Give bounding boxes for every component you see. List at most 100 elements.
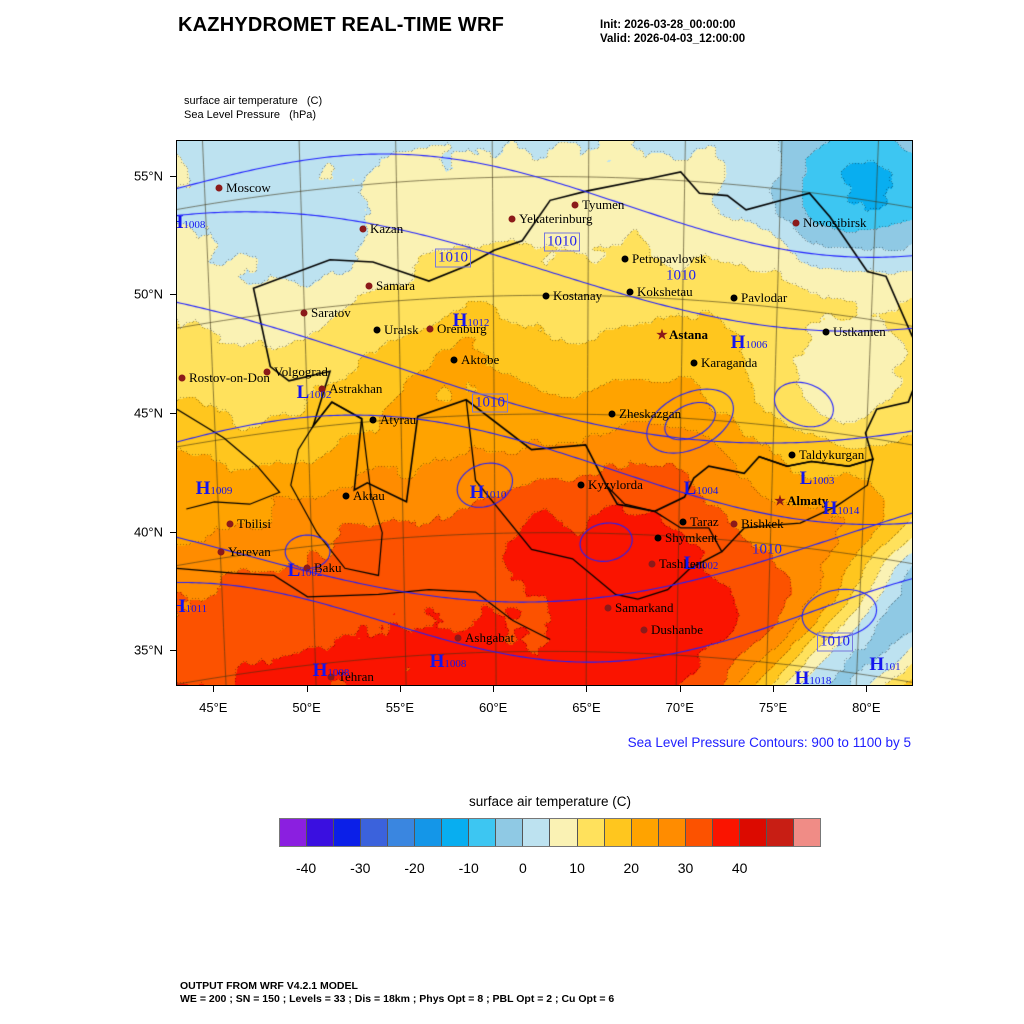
city-label: Dushanbe [651,622,703,637]
colorbar-tick-label: 0 [518,860,527,876]
y-axis-tick [170,650,176,652]
x-axis-label: 75°E [758,700,788,715]
city-dot-icon [426,325,434,333]
city-dot-icon [342,492,350,500]
colorbar-segment [577,819,605,846]
colorbar-tick-label: 20 [623,860,640,876]
pressure-high-marker: H1012 [453,310,490,332]
field-captions: surface air temperature (C) Sea Level Pr… [184,95,323,121]
city-label: Petropavlovsk [632,251,707,266]
city-dot-icon [215,184,223,192]
y-axis-label: 40°N [133,524,163,540]
colorbar-segment [361,819,389,846]
colorbar-segment [685,819,713,846]
city-label: Orenburg [437,321,487,336]
city-label: Taldykurgan [799,447,865,462]
page-title: KAZHYDROMET REAL-TIME WRF [178,14,505,36]
pressure-value: 1011 [185,603,208,615]
city-dot-icon [640,626,648,634]
pressure-type-glyph: H [730,332,746,353]
temperature-colorbar[interactable] [279,818,821,847]
colorbar-segment [550,819,578,846]
pressure-value: 101 [884,661,901,673]
city-label: Yerevan [228,544,271,559]
isobar-label: 1010 [666,267,696,284]
y-axis-tick [170,175,176,177]
colorbar-segment [334,819,362,846]
colorbar-segment [604,819,632,846]
city-label: Ashgabat [465,630,515,645]
x-axis-tick [399,686,401,692]
colorbar-segment [469,819,497,846]
x-axis-label: 80°E [852,700,881,715]
isobar-label: 1010 [752,541,782,558]
city-label: Samara [376,278,415,293]
pressure-type-glyph: H [429,651,445,672]
city-label: Rostov-on-Don [189,370,270,385]
city-dot-icon [571,201,579,209]
model-run-info: Init: 2026-03-28_00:00:00 Valid: 2026-04… [600,18,745,46]
city-dot-icon [788,451,796,459]
pressure-high-marker: H1006 [731,332,768,354]
city-dot-icon [626,288,634,296]
city-label: Aktobe [461,352,500,367]
colorbar-segment [631,819,659,846]
city-label: Kyzylorda [588,477,643,492]
city-dot-icon [450,356,458,364]
pressure-type-glyph: H [177,212,183,233]
city-label: Moscow [226,180,271,195]
pressure-high-marker: H1009 [196,478,233,500]
pressure-value: 1009 [210,485,233,497]
pressure-type-glyph: H [469,482,485,503]
city-label: Karaganda [701,355,758,370]
isobar-label: 1010 [817,632,853,652]
city-label: Astrakhan [329,381,383,396]
pressure-low-marker: L1004 [684,478,719,500]
y-axis-label: 50°N [133,286,163,302]
pressure-high-marker: H101 [869,654,900,676]
x-axis-label: 45°E [199,700,228,715]
pressure-value: 1008 [444,658,467,670]
city-dot-icon [822,328,830,336]
x-axis-label: 70°E [665,700,694,715]
pressure-value: 1014 [837,505,860,517]
pressure-type-glyph: L [287,560,301,581]
city-label: Ustkamen [833,324,886,339]
city-label: Volgograd [274,364,328,379]
pressure-low-marker: L1002 [297,382,332,404]
city-label: Taraz [690,514,719,529]
pressure-high-marker: H1018 [794,668,832,686]
colorbar-segment [712,819,740,846]
temperature-pressure-map [177,141,912,685]
city-label: Kostanay [553,288,603,303]
x-axis-label: 65°E [572,700,601,715]
city-dot-icon [577,481,585,489]
isobar-label: 1010 [435,248,471,268]
colorbar-segment [388,819,416,846]
x-axis-label: 50°E [292,700,321,715]
pressure-type-glyph: H [177,596,186,617]
map-plot-area[interactable]: Moscow Kazan Yekaterinburg Tyumen Novosibirs… [176,140,913,686]
city-label: Novosibirsk [803,215,867,230]
city-label: Baku [314,560,342,575]
pressure-type-glyph: L [296,382,310,403]
init-time: Init: 2026-03-28_00:00:00 [600,19,736,31]
pressure-type-glyph: H [869,654,885,675]
pressure-high-marker: H1008 [430,651,467,673]
valid-time: Valid: 2026-04-03_12:00:00 [600,33,746,45]
city-dot-icon [303,564,311,572]
colorbar-tick-label: -40 [295,860,317,876]
pressure-type-glyph: H [452,310,468,331]
city-dot-icon [263,368,271,376]
colorbar-tick-label: 30 [677,860,694,876]
x-axis-tick [773,686,775,692]
pressure-type-glyph: H [794,668,810,686]
colorbar-segment [496,819,524,846]
pressure-value: 1010 [484,489,507,501]
pressure-value: 1008 [183,219,206,231]
pressure-value: 1002 [696,560,719,572]
city-dot-icon [730,520,738,528]
city-label: Shymkent [665,530,718,545]
x-axis-tick [866,686,868,692]
city-dot-icon [604,604,612,612]
